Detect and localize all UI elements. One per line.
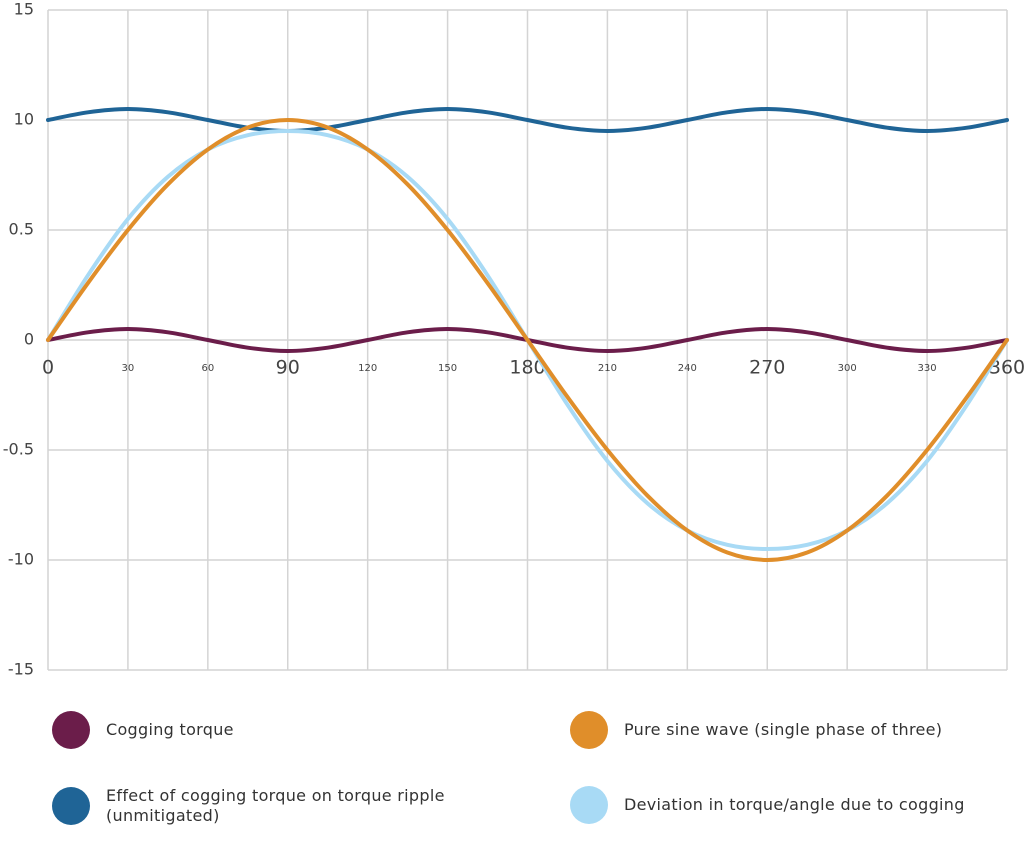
legend-label: Effect of cogging torque on torque rippl… — [106, 786, 445, 825]
x-tick-label: 210 — [598, 363, 617, 374]
legend-label: Pure sine wave (single phase of three) — [624, 720, 943, 739]
x-tick-label: 330 — [918, 363, 937, 374]
y-tick-label: 15 — [14, 0, 34, 19]
x-tick-label: 240 — [678, 363, 697, 374]
x-tick-label: 150 — [438, 363, 457, 374]
y-tick-label: 0 — [24, 330, 34, 349]
legend-swatch — [52, 787, 90, 825]
legend-swatch — [570, 711, 608, 749]
series-line — [46, 106, 1009, 134]
x-tick-label: 360 — [989, 357, 1024, 379]
x-tick-label: 90 — [276, 357, 300, 379]
legend-item: Pure sine wave (single phase of three) — [570, 711, 1004, 749]
legend-item: Cogging torque — [52, 711, 486, 749]
x-tick-label: 60 — [201, 363, 214, 374]
legend-label: Cogging torque — [106, 720, 234, 739]
y-tick-label: -0.5 — [3, 440, 34, 459]
legend-label: Deviation in torque/angle due to cogging — [624, 795, 965, 814]
x-tick-label: 300 — [838, 363, 857, 374]
x-tick-label: 180 — [509, 357, 545, 379]
x-tick-label: 30 — [122, 363, 135, 374]
y-tick-label: -15 — [8, 660, 34, 679]
x-tick-label: 120 — [358, 363, 377, 374]
y-tick-label: 10 — [14, 110, 34, 129]
y-tick-label: 0.5 — [9, 220, 34, 239]
legend: Cogging torque Effect of cogging torque o… — [0, 700, 1024, 846]
legend-item: Effect of cogging torque on torque rippl… — [52, 786, 486, 826]
legend-swatch — [52, 711, 90, 749]
x-tick-label: 0 — [42, 357, 54, 379]
series-line — [46, 117, 1009, 563]
y-tick-label: -10 — [8, 550, 34, 569]
x-tick-label: 270 — [749, 357, 785, 379]
legend-item: Deviation in torque/angle due to cogging — [570, 786, 1004, 824]
legend-swatch — [570, 786, 608, 824]
